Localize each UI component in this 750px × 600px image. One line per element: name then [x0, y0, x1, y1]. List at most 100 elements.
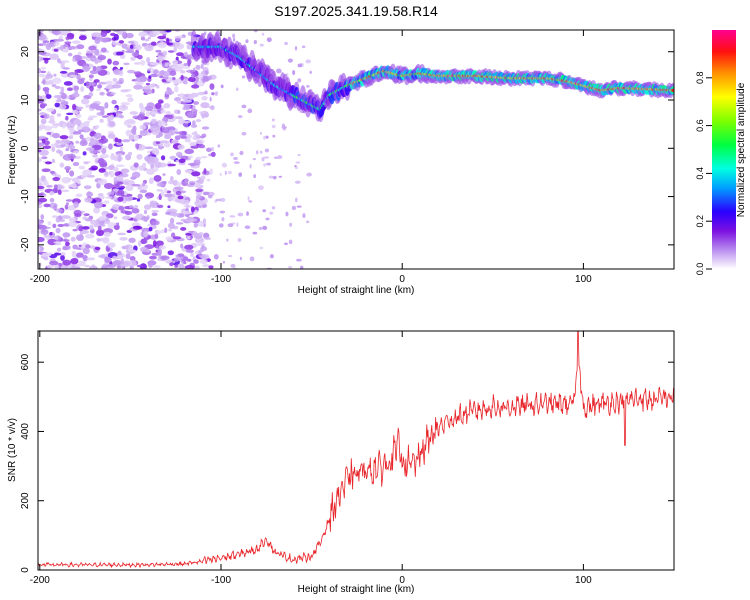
spectrogram-noise-blob: [184, 138, 192, 143]
spectrogram-noise-blob: [297, 153, 301, 157]
spectrogram-noise-blob: [121, 215, 132, 220]
spectrogram-noise-blob: [53, 184, 58, 189]
spectrogram-noise-blob: [118, 205, 125, 211]
colorbar-tick-label: 0.8: [695, 72, 705, 85]
spectrogram-noise-blob: [85, 244, 91, 249]
spectrogram-noise-blob: [125, 129, 132, 137]
spectrogram-noise-blob: [107, 222, 116, 229]
spectrogram-noise-blob: [88, 245, 96, 249]
spectrogram-noise-blob: [211, 146, 214, 152]
spectrogram-noise-blob: [143, 209, 148, 215]
spectrogram-noise-blob: [156, 204, 164, 209]
spectrogram-noise-blob: [70, 236, 76, 242]
spectrogram-noise-blob: [178, 162, 186, 166]
spectrogram-noise-blob: [143, 122, 151, 126]
spectrogram-noise-blob: [201, 126, 210, 130]
spectrogram-noise-blob: [54, 41, 60, 46]
spectrogram-noise-blob: [141, 182, 146, 187]
spectrogram-noise-blob: [41, 119, 46, 122]
snr-y-ticks: 0 200 400 600: [20, 353, 674, 573]
spectrogram-noise-blob: [272, 134, 276, 138]
spectrogram-noise-blob: [117, 189, 125, 196]
spectrogram-noise-blob: [247, 108, 253, 114]
spectrogram-noise-blob: [174, 264, 179, 268]
spectrogram-noise-blob: [175, 151, 183, 158]
spectrogram-noise-blob: [147, 36, 152, 40]
spectrogram-noise-blob: [73, 150, 79, 154]
spectrogram-noise-blob: [183, 260, 187, 265]
spectrogram-noise-blob: [140, 238, 148, 244]
spectrogram-noise-blob: [66, 87, 73, 92]
spectrogram-noise-blob: [107, 133, 116, 139]
spectrogram-noise-blob: [117, 250, 122, 255]
spectrogram-noise-blob: [95, 36, 104, 41]
spectrogram-noise-blob: [51, 146, 56, 153]
spectrogram-noise-blob: [107, 118, 112, 123]
spectrogram-noise-blob: [42, 103, 47, 107]
spectrogram-noise-blob: [68, 135, 74, 140]
spectrogram-noise-blob: [52, 132, 60, 139]
spectrogram-noise-blob: [51, 215, 58, 218]
spectrogram-noise-blob: [184, 264, 195, 269]
spectrogram-x-tick-label: 0: [399, 274, 405, 285]
spectrogram-noise-blob: [191, 131, 198, 136]
spectrogram-noise-blob: [200, 155, 208, 159]
spectrogram-noise-blob: [125, 94, 133, 98]
spectrogram-noise-blob: [306, 172, 312, 177]
spectrogram-noise-blob: [180, 227, 187, 231]
snr-y-axis-label: SNR (10 * v/v): [7, 418, 18, 482]
spectrogram-noise-blob: [123, 62, 130, 66]
spectrogram-noise-blob: [215, 198, 222, 202]
spectrogram-noise-blob: [167, 90, 172, 96]
spectrogram-noise-blob: [39, 149, 49, 156]
spectrogram-noise-blob: [198, 232, 204, 236]
spectrogram-noise-blob: [162, 76, 169, 80]
spectrogram-noise-blob: [61, 189, 70, 193]
spectrogram-noise-blob: [55, 139, 61, 144]
spectrogram-noise-blob: [195, 77, 199, 83]
spectrogram-noise-blob: [54, 85, 61, 89]
spectrogram-noise-blob: [167, 205, 171, 209]
spectrogram-noise-blob: [116, 222, 120, 226]
spectrogram-noise-blob: [114, 137, 119, 143]
spectrogram-noise-blob: [78, 35, 87, 41]
spectrogram-noise-blob: [79, 140, 88, 147]
spectrogram-noise-blob: [229, 215, 236, 218]
spectrogram-noise-blob: [167, 50, 175, 53]
spectrogram-noise-blob: [297, 63, 302, 68]
spectrogram-noise-blob: [41, 138, 46, 144]
spectrogram-noise-blob: [309, 70, 312, 74]
spectrogram-noise-blob: [294, 180, 301, 184]
spectrogram-noise-blob: [81, 126, 91, 133]
spectrogram-noise-blob: [81, 226, 91, 230]
spectrogram-noise-blob: [53, 241, 61, 244]
spectrogram-noise-blob: [129, 111, 139, 115]
spectrogram-noise-blob: [59, 252, 66, 256]
spectrogram-noise-blob: [136, 264, 143, 268]
spectrogram-noise-blob: [62, 67, 71, 70]
spectrogram-noise-blob: [76, 119, 81, 125]
spectrogram-noise-blob: [121, 139, 131, 143]
spectrogram-noise-blob: [272, 175, 277, 180]
spectrogram-noise-blob: [185, 249, 194, 253]
spectrogram-noise-blob: [79, 134, 84, 140]
spectrogram-noise-blob: [187, 76, 197, 83]
spectrogram-noise-blob: [49, 115, 55, 122]
spectrogram-noise-blob: [86, 191, 93, 198]
spectrogram-noise-blob: [162, 50, 168, 56]
spectrogram-noise-blob: [141, 165, 145, 169]
spectrogram-noise-blob: [253, 40, 257, 45]
spectrogram-noise-blob: [220, 84, 224, 89]
spectrogram-noise-blob: [134, 81, 144, 85]
spectrogram-noise-blob: [230, 263, 236, 268]
spectrogram-noise-blob: [102, 237, 110, 244]
spectrogram-noise-blob: [39, 30, 44, 33]
spectrogram-noise-blob: [164, 134, 171, 140]
spectrogram-noise-blob: [147, 261, 154, 268]
spectrogram-noise-blob: [138, 240, 142, 247]
spectrogram-noise-blob: [132, 225, 143, 230]
spectrogram-noise-blob: [67, 52, 73, 57]
spectrogram-noise-blob: [197, 205, 202, 209]
spectrogram-noise-blob: [202, 218, 207, 224]
spectrogram-noise-blob: [74, 213, 82, 217]
